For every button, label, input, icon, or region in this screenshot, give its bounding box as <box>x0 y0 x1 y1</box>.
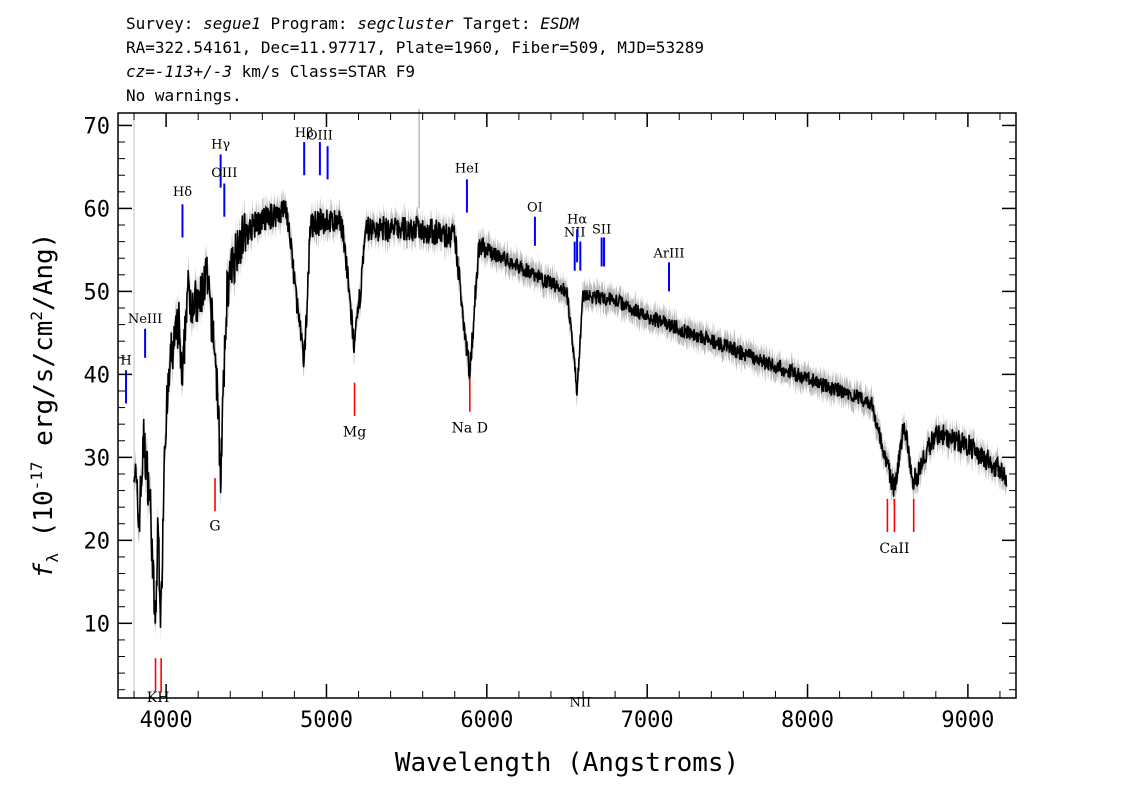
x-tick-label: 4000 <box>140 708 193 733</box>
header-line-coordinates: RA=322.54161, Dec=11.97717, Plate=1960, … <box>126 38 704 57</box>
y-tick-label: 70 <box>84 114 111 139</box>
cz-label: cz= <box>126 62 155 81</box>
emission-line-label: Hδ <box>173 185 192 200</box>
emission-line-label: SII <box>592 222 611 237</box>
y-axis-label-exp2: 2 <box>27 311 46 321</box>
x-tick-label: 5000 <box>300 708 353 733</box>
y-tick-label: 50 <box>84 280 111 305</box>
plot-frame <box>117 112 1017 699</box>
program-label: Program: <box>260 14 358 33</box>
absorption-line-label: Mg <box>343 425 366 441</box>
emission-line-label: Hβ <box>295 126 314 141</box>
x-axis-label: Wavelength (Angstroms) <box>395 748 739 778</box>
flux-error-band <box>134 188 1007 643</box>
y-tick-label: 30 <box>84 446 111 471</box>
error-band <box>133 108 1007 698</box>
y-axis-label-units: (10 <box>29 490 59 537</box>
y-axis-label-f: f <box>29 562 59 578</box>
absorption-line-label: CaII <box>879 541 909 557</box>
header-line-redshift: cz=-113+/-3 km/s Class=STAR F9 <box>126 60 704 84</box>
flux-line <box>133 199 1008 628</box>
emission-line-label: OIII <box>307 129 333 144</box>
survey-value: segue1 <box>203 14 261 33</box>
emission-line-label: NII <box>564 226 586 241</box>
emission-line-label: Hα <box>567 212 587 227</box>
spectrum-header: Survey: segue1 Program: segcluster Targe… <box>126 12 704 108</box>
absorption-line-label: Na D <box>452 420 488 436</box>
cz-unit-class: km/s Class=STAR F9 <box>231 62 415 81</box>
x-tick-label: 8000 <box>781 708 834 733</box>
emission-line-label: HeI <box>455 162 479 177</box>
y-axis-label-exp: -17 <box>27 461 46 490</box>
emission-line-label: NeIII <box>128 312 162 327</box>
x-tick-label: 6000 <box>460 708 513 733</box>
emission-line-label: OIII <box>211 166 237 181</box>
survey-label: Survey: <box>126 14 204 33</box>
emission-line-label: NII <box>569 695 591 710</box>
y-tick-label: 20 <box>84 529 111 554</box>
header-line-survey: Survey: segue1 Program: segcluster Targe… <box>126 12 704 36</box>
target-value: ESDM <box>540 14 579 33</box>
x-tick-label: 9000 <box>941 708 994 733</box>
y-tick-label: 10 <box>84 612 111 637</box>
y-axis-label-lambda: λ <box>43 553 62 563</box>
y-axis-label-end: /Ang) <box>29 233 59 311</box>
emission-line-label: H <box>120 353 131 368</box>
emission-line-label: Hγ <box>211 138 230 153</box>
cz-value: -113+/-3 <box>154 62 232 81</box>
header-line-warnings: No warnings. <box>126 86 242 105</box>
line-markers: HNeIIIHδHγOIIIHβOIIIHeIOINIIHαNIISIIArII… <box>120 126 915 710</box>
axis-ticks: 4000 5000 6000 7000 8000 9000 10 20 30 40 50 60 70 <box>84 113 1016 733</box>
emission-line-label: ArIII <box>652 246 684 261</box>
y-tick-label: 60 <box>84 197 111 222</box>
spectrum-series <box>133 199 1008 628</box>
absorption-line-label: G <box>209 518 220 534</box>
x-tick-label: 7000 <box>621 708 674 733</box>
y-axis-label-rest: erg/s/cm <box>29 321 59 462</box>
y-axis-label: fλ (10-17 erg/s/cm2/Ang) <box>27 233 62 579</box>
target-label: Target: <box>453 14 541 33</box>
program-value: segcluster <box>357 14 454 33</box>
y-tick-label: 40 <box>84 363 111 388</box>
emission-line-label: OI <box>527 201 543 216</box>
